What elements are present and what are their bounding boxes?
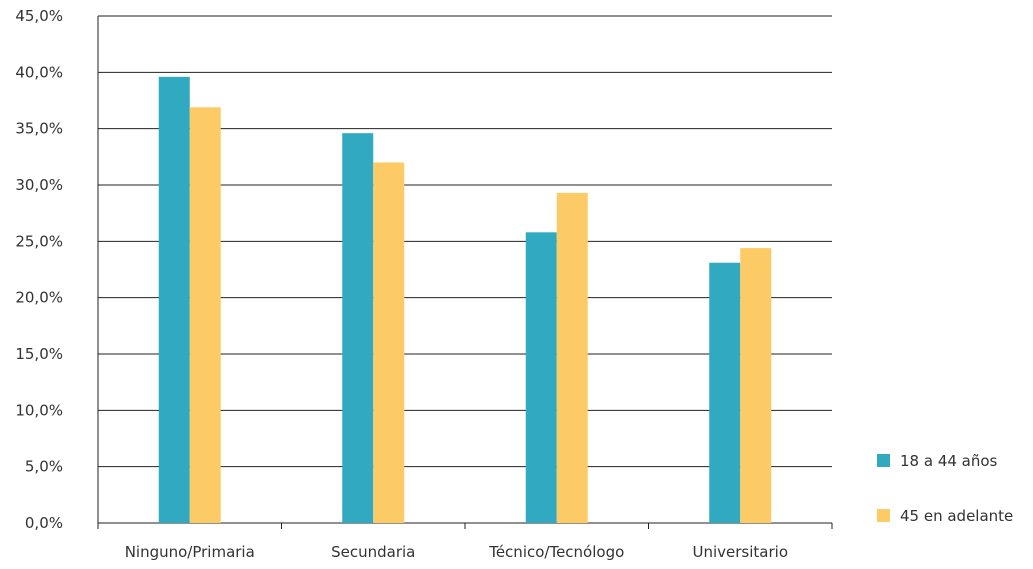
bar [525,232,557,523]
bar [342,133,374,523]
bar [740,248,772,524]
axes: 0,0% 5,0% 10,0% 15,0% 20,0% 25,0% 30,0% 35,0% 40… [15,7,833,561]
bar [709,262,741,523]
y-tick-label: 45,0% [15,7,63,25]
bar [373,162,405,523]
x-category-label: Ninguno/Primaria [125,543,255,561]
y-tick-label: 5,0% [25,458,63,476]
legend: 18 a 44 años 45 en adelante [877,452,1013,525]
bars [158,76,772,524]
bar [158,76,190,523]
legend-swatch [877,509,890,522]
y-tick-label: 40,0% [15,63,63,81]
y-tick-label: 25,0% [15,232,63,250]
y-tick-label: 20,0% [15,289,63,307]
y-tick-label: 30,0% [15,176,63,194]
y-tick-label: 15,0% [15,345,63,363]
bar [189,107,221,523]
y-tick-label: 35,0% [15,120,63,138]
x-category-label: Universitario [693,543,789,561]
legend-label: 18 a 44 años [900,452,998,470]
legend-swatch [877,454,890,467]
legend-label: 45 en adelante [900,507,1013,525]
x-category-label: Secundaria [331,543,415,561]
bar [556,192,588,524]
y-tick-label: 10,0% [15,401,63,419]
x-category-label: Técnico/Tecnólogo [488,543,624,561]
y-tick-label: 0,0% [25,514,63,532]
